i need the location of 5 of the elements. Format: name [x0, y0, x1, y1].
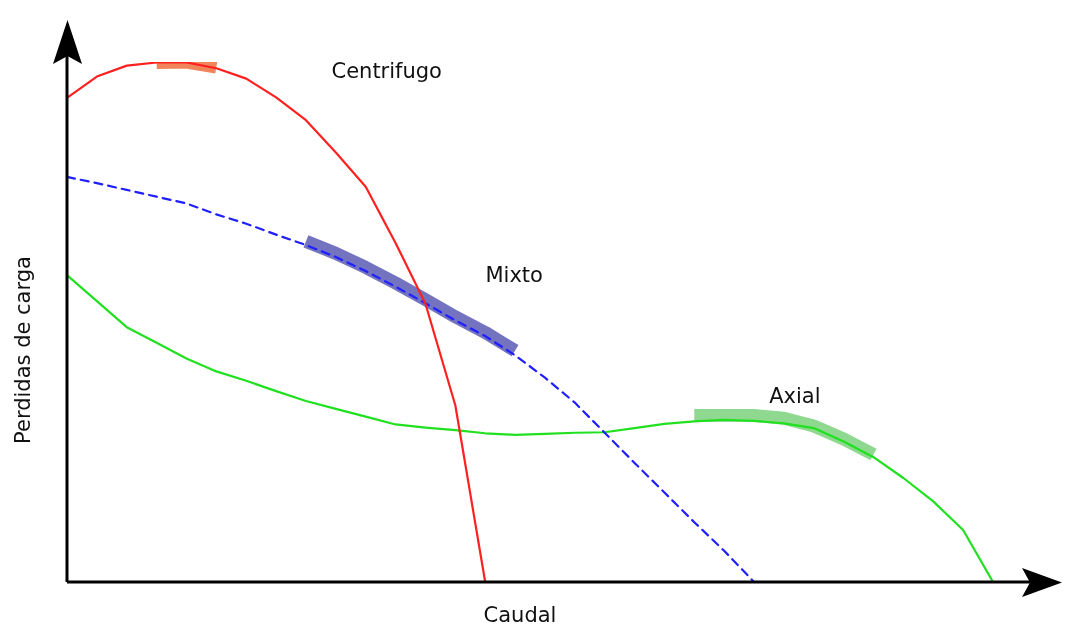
series-label: Axial	[769, 384, 821, 409]
text: Centrifugo	[331, 58, 442, 83]
x-axis-title: Caudal	[482, 603, 558, 627]
text: Mixto	[485, 262, 543, 287]
y-axis-title: Perdidas de carga	[11, 256, 35, 444]
